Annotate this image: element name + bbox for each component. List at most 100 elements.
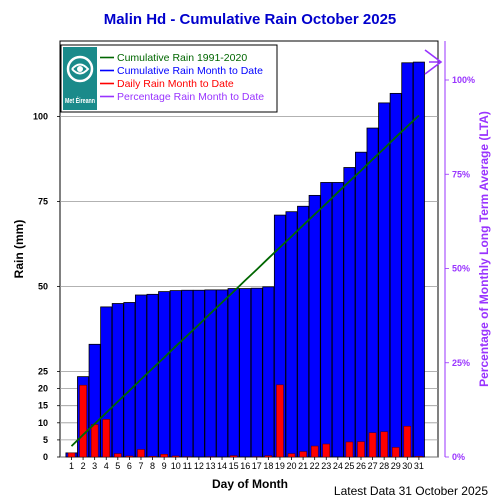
x-tick-label: 1	[69, 461, 74, 471]
y2-tick-labels: 0% 25% 50% 75% 100%	[445, 75, 475, 462]
x-tick-label: 23	[321, 461, 331, 471]
daily-bar	[403, 425, 412, 458]
cumulative-bar	[389, 92, 402, 458]
daily-bar	[322, 443, 331, 458]
daily-bar	[415, 456, 423, 458]
y2-tick-label: 75%	[452, 169, 470, 179]
x-tick-label: 5	[115, 461, 120, 471]
y-tick-label: 10	[38, 418, 48, 428]
cumulative-bar	[192, 289, 205, 458]
x-tick-label: 9	[162, 461, 167, 471]
daily-bar	[368, 432, 377, 458]
y-tick-label: 100	[33, 112, 48, 122]
cumulative-bar	[285, 211, 298, 458]
cumulative-bar	[239, 288, 252, 458]
y-tick-label: 5	[43, 435, 48, 445]
y-tick-label: 50	[38, 282, 48, 292]
daily-bar	[79, 384, 87, 458]
daily-bar	[391, 447, 400, 458]
y2-tick-label: 50%	[452, 264, 470, 274]
x-tick-label: 27	[368, 461, 378, 471]
x-tick-label: 6	[127, 461, 132, 471]
x-tick-label: 22	[310, 461, 320, 471]
cumulative-bar	[146, 293, 159, 458]
cumulative-bar	[308, 194, 321, 458]
x-tick-label: 8	[150, 461, 155, 471]
cumulative-bar	[297, 205, 310, 458]
y2-tick-label: 25%	[452, 358, 470, 368]
legend-label: Daily Rain Month to Date	[117, 78, 234, 90]
legend: Met Éireann Cumulative Rain 1991-2020Cum…	[60, 44, 278, 113]
x-tick-label: 18	[263, 461, 273, 471]
y2-tick-label: 100%	[452, 75, 475, 85]
daily-bar	[102, 419, 110, 458]
x-tick-label: 28	[379, 461, 389, 471]
legend-label: Cumulative Rain Month to Date	[117, 65, 263, 77]
daily-bar	[310, 445, 319, 458]
y-tick-labels: 0 5 10 15 20 25 50 75 100	[33, 112, 60, 462]
cumulative-bar	[123, 302, 136, 458]
percentage-marker-group	[424, 49, 443, 75]
x-tick-label: 21	[298, 461, 308, 471]
y-tick-label: 15	[38, 401, 48, 411]
y-tick-label: 25	[38, 367, 48, 377]
daily-bar	[276, 384, 284, 458]
x-tick-label: 12	[194, 461, 204, 471]
y-axis-label: Rain (mm)	[12, 220, 26, 279]
x-tick-label: 29	[391, 461, 401, 471]
daily-bar	[171, 455, 180, 458]
y2-tick-label: 0%	[452, 452, 465, 462]
daily-bar	[287, 453, 296, 458]
cumulative-bar	[354, 151, 367, 458]
cumulative-bar	[366, 127, 379, 458]
x-tick-label: 31	[414, 461, 424, 471]
x-tick-label: 16	[240, 461, 250, 471]
lta-line-group	[70, 114, 420, 447]
x-tick-label: 13	[205, 461, 215, 471]
cumulative-bar	[412, 61, 425, 458]
x-tick-label: 15	[229, 461, 239, 471]
cumulative-bar	[158, 291, 171, 458]
cumulative-bar	[262, 286, 275, 458]
percentage-marker	[424, 49, 443, 75]
lta-line	[70, 114, 420, 447]
daily-bar	[229, 455, 238, 458]
x-tick-label: 7	[138, 461, 143, 471]
cumulative-bar	[320, 182, 333, 458]
x-tick-label: 26	[356, 461, 366, 471]
daily-bar	[264, 455, 273, 458]
x-tick-label: 24	[333, 461, 343, 471]
y-tick-label: 75	[38, 197, 48, 207]
daily-bar	[137, 449, 145, 458]
daily-bar	[345, 441, 354, 458]
x-tick-label: 2	[81, 461, 86, 471]
chart-title: Malin Hd - Cumulative Rain October 2025	[104, 11, 397, 28]
cumulative-bar	[181, 289, 194, 458]
cumulative-bar	[111, 303, 124, 458]
daily-bar	[380, 431, 388, 458]
daily-bar	[67, 452, 76, 458]
y-tick-label: 0	[43, 452, 48, 462]
met-eireann-logo: Met Éireann	[63, 47, 97, 110]
daily-bar	[357, 441, 365, 458]
cumulative-bar	[343, 167, 356, 458]
x-tick-label: 30	[402, 461, 412, 471]
x-tick-label: 17	[252, 461, 262, 471]
daily-bar	[90, 424, 99, 458]
cumulative-bar	[331, 182, 344, 458]
cumulative-bar	[378, 102, 391, 458]
daily-bar	[125, 455, 134, 458]
y2-axis-label: Percentage of Monthly Long Term Average …	[477, 111, 491, 387]
daily-bar	[114, 453, 122, 458]
latest-data-footer: Latest Data 31 October 2025	[334, 484, 488, 498]
daily-bar	[160, 454, 168, 458]
cumulative-bar	[250, 287, 263, 458]
x-tick-labels: 1 2 3 4 5 6 7 8 9 10 11 12 13 14 15 16 17 18 19 20 21 22 23 24 2…	[69, 457, 424, 471]
x-tick-label: 3	[92, 461, 97, 471]
x-tick-label: 10	[171, 461, 181, 471]
x-tick-label: 11	[183, 461, 192, 471]
logo-text: Met Éireann	[65, 96, 95, 105]
cumulative-bar	[227, 288, 240, 458]
